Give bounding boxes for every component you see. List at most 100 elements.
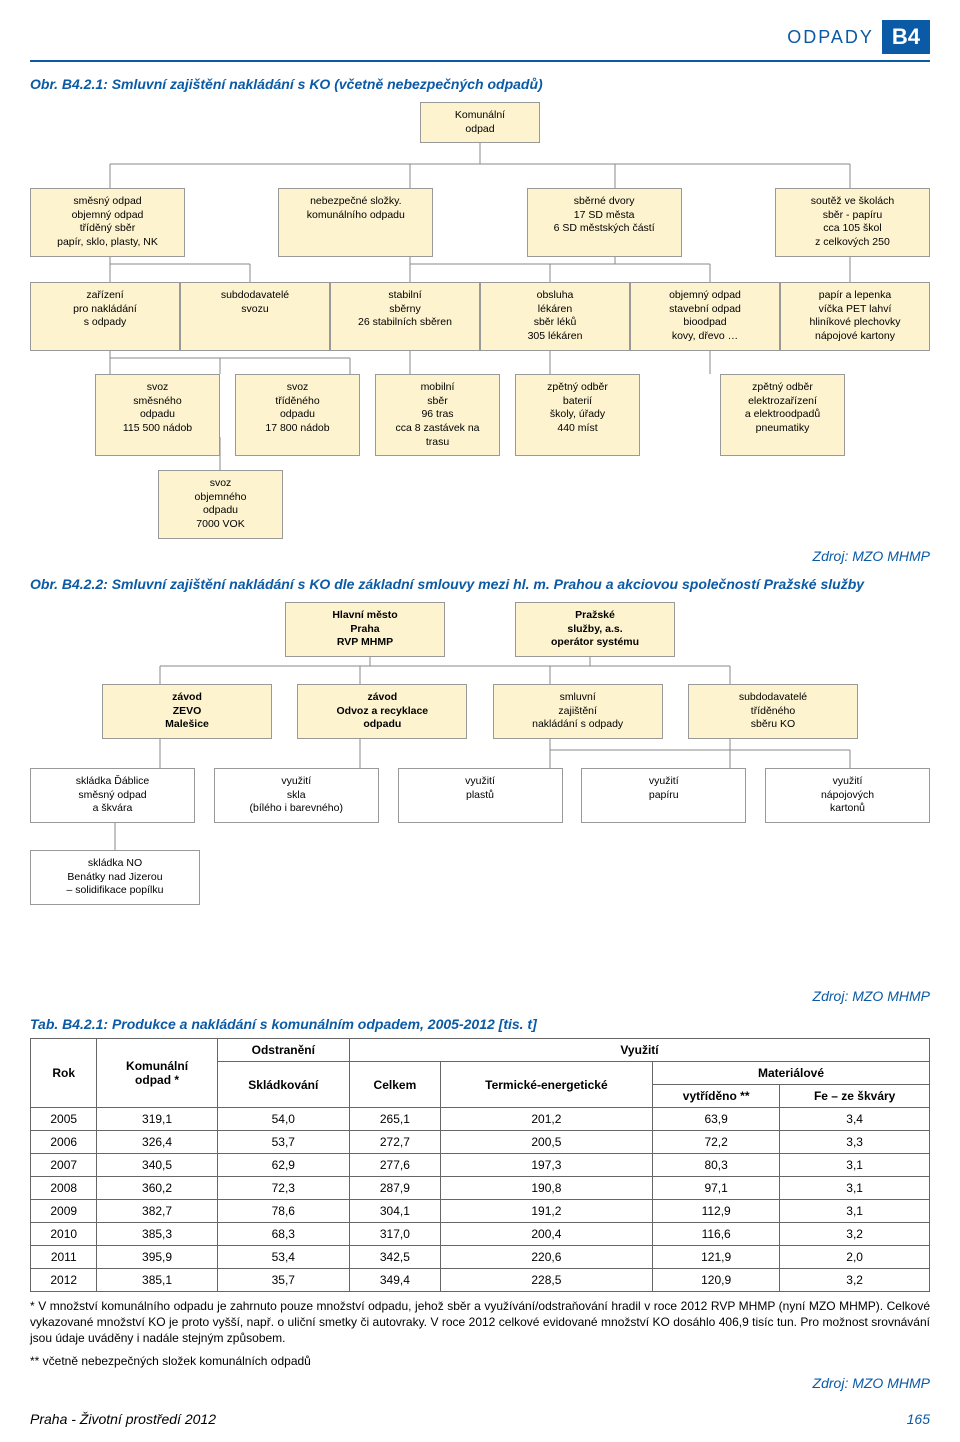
- c1-l3-3: zpětný odběr baterií školy, úřady 440 mí…: [515, 374, 640, 456]
- table-row: 2006326,453,7272,7200,572,23,3: [31, 1131, 930, 1154]
- page-header: ODPADY B4: [30, 20, 930, 54]
- table-cell: 54,0: [217, 1108, 349, 1131]
- c2-l2-2: využití plastů: [398, 768, 563, 823]
- table-cell: 2010: [31, 1223, 97, 1246]
- section-label: ODPADY: [787, 27, 874, 48]
- table-cell: 317,0: [350, 1223, 441, 1246]
- table-cell: 3,1: [780, 1200, 930, 1223]
- table-cell: 385,1: [97, 1269, 217, 1292]
- fig1-source: Zdroj: MZO MHMP: [30, 548, 930, 564]
- table-cell: 112,9: [653, 1200, 780, 1223]
- footer-doc-title: Praha - Životní prostředí 2012: [30, 1411, 216, 1427]
- table-cell: 191,2: [440, 1200, 652, 1223]
- c2-l1-2: smluvní zajištění nakládání s odpady: [493, 684, 663, 739]
- table-cell: 200,4: [440, 1223, 652, 1246]
- table-row: 2009382,778,6304,1191,2112,93,1: [31, 1200, 930, 1223]
- c2-l1-1: závod Odvoz a recyklace odpadu: [297, 684, 467, 739]
- table-cell: 265,1: [350, 1108, 441, 1131]
- table-cell: 62,9: [217, 1154, 349, 1177]
- c2-l2-4: využití nápojových kartonů: [765, 768, 930, 823]
- table-cell: 228,5: [440, 1269, 652, 1292]
- th-mat: Materiálové: [653, 1062, 930, 1085]
- table-cell: 120,9: [653, 1269, 780, 1292]
- table-cell: 382,7: [97, 1200, 217, 1223]
- org-chart-2: Hlavní město Praha RVP MHMP Pražské služ…: [30, 602, 930, 982]
- table-row: 2005319,154,0265,1201,263,93,4: [31, 1108, 930, 1131]
- c1-l1-2: sběrné dvory 17 SD města 6 SD městských …: [527, 188, 682, 257]
- table-cell: 395,9: [97, 1246, 217, 1269]
- c2-l2-0: skládka Ďáblice směsný odpad a škvára: [30, 768, 195, 823]
- table-cell: 97,1: [653, 1177, 780, 1200]
- table-cell: 72,2: [653, 1131, 780, 1154]
- section-code: B4: [882, 20, 930, 54]
- table-row: 2007340,562,9277,6197,380,33,1: [31, 1154, 930, 1177]
- table-cell: 53,4: [217, 1246, 349, 1269]
- table-title: Tab. B4.2.1: Produkce a nakládání s komu…: [30, 1016, 930, 1032]
- c1-l2-0: zařízení pro nakládání s odpady: [30, 282, 180, 351]
- c1-l4: svoz objemného odpadu 7000 VOK: [158, 470, 283, 539]
- c1-l1-3: soutěž ve školách sběr - papíru cca 105 …: [775, 188, 930, 257]
- data-table: Rok Komunální odpad * Odstranění Využití…: [30, 1038, 930, 1292]
- table-cell: 385,3: [97, 1223, 217, 1246]
- th-vytr: vytříděno **: [653, 1085, 780, 1108]
- table-cell: 121,9: [653, 1246, 780, 1269]
- c1-l3-1: svoz tříděného odpadu 17 800 nádob: [235, 374, 360, 456]
- table-source: Zdroj: MZO MHMP: [30, 1375, 930, 1391]
- th-celkem: Celkem: [350, 1062, 441, 1108]
- table-cell: 35,7: [217, 1269, 349, 1292]
- c2-l3: skládka NO Benátky nad Jizerou – solidif…: [30, 850, 200, 905]
- table-cell: 304,1: [350, 1200, 441, 1223]
- table-cell: 326,4: [97, 1131, 217, 1154]
- table-cell: 116,6: [653, 1223, 780, 1246]
- c1-l1-1: nebezpečné složky. komunálního odpadu: [278, 188, 433, 257]
- c2-l0-1: Pražské služby, a.s. operátor systému: [515, 602, 675, 657]
- c1-l2-4: objemný odpad stavební odpad bioodpad ko…: [630, 282, 780, 351]
- table-cell: 197,3: [440, 1154, 652, 1177]
- table-cell: 201,2: [440, 1108, 652, 1131]
- table-cell: 2006: [31, 1131, 97, 1154]
- c1-l3-2: mobilní sběr 96 tras cca 8 zastávek na t…: [375, 374, 500, 456]
- c2-l1-0: závod ZEVO Malešice: [102, 684, 272, 739]
- table-cell: 3,3: [780, 1131, 930, 1154]
- table-row: 2008360,272,3287,9190,897,13,1: [31, 1177, 930, 1200]
- th-odstr: Odstranění: [217, 1039, 349, 1062]
- c1-root: Komunální odpad: [420, 102, 540, 143]
- page-footer: Praha - Životní prostředí 2012 165: [30, 1411, 930, 1427]
- table-cell: 3,2: [780, 1269, 930, 1292]
- table-cell: 68,3: [217, 1223, 349, 1246]
- c1-l2-2: stabilní sběrny 26 stabilních sběren: [330, 282, 480, 351]
- table-cell: 2009: [31, 1200, 97, 1223]
- c1-l2-3: obsluha lékáren sběr léků 305 lékáren: [480, 282, 630, 351]
- table-row: 2011395,953,4342,5220,6121,92,0: [31, 1246, 930, 1269]
- th-term: Termické-energetické: [440, 1062, 652, 1108]
- th-vyuz: Využití: [350, 1039, 930, 1062]
- table-note1: * V množství komunálního odpadu je zahrn…: [30, 1298, 930, 1347]
- table-cell: 2012: [31, 1269, 97, 1292]
- c1-l1-0: směsný odpad objemný odpad tříděný sběr …: [30, 188, 185, 257]
- table-cell: 287,9: [350, 1177, 441, 1200]
- table-row: 2010385,368,3317,0200,4116,63,2: [31, 1223, 930, 1246]
- table-cell: 72,3: [217, 1177, 349, 1200]
- table-cell: 2007: [31, 1154, 97, 1177]
- org-chart-1: Komunální odpad směsný odpad objemný odp…: [30, 102, 930, 542]
- c1-l2-5: papír a lepenka víčka PET lahví hliníkov…: [780, 282, 930, 351]
- table-cell: 78,6: [217, 1200, 349, 1223]
- table-cell: 3,1: [780, 1154, 930, 1177]
- th-sklad: Skládkování: [217, 1062, 349, 1108]
- fig2-source: Zdroj: MZO MHMP: [30, 988, 930, 1004]
- table-cell: 2011: [31, 1246, 97, 1269]
- c1-l3-4: zpětný odběr elektrozařízení a elektrood…: [720, 374, 845, 456]
- table-cell: 2005: [31, 1108, 97, 1131]
- table-cell: 63,9: [653, 1108, 780, 1131]
- fig1-title: Obr. B4.2.1: Smluvní zajištění nakládání…: [30, 76, 930, 92]
- th-fe: Fe – ze škváry: [780, 1085, 930, 1108]
- c1-l3-0: svoz směsného odpadu 115 500 nádob: [95, 374, 220, 456]
- c2-l2-3: využití papíru: [581, 768, 746, 823]
- table-cell: 53,7: [217, 1131, 349, 1154]
- table-cell: 200,5: [440, 1131, 652, 1154]
- c2-l1-3: subdodavatelé tříděného sběru KO: [688, 684, 858, 739]
- table-cell: 349,4: [350, 1269, 441, 1292]
- th-ko: Komunální odpad *: [97, 1039, 217, 1108]
- c1-l2-1: subdodavatelé svozu: [180, 282, 330, 351]
- table-cell: 3,1: [780, 1177, 930, 1200]
